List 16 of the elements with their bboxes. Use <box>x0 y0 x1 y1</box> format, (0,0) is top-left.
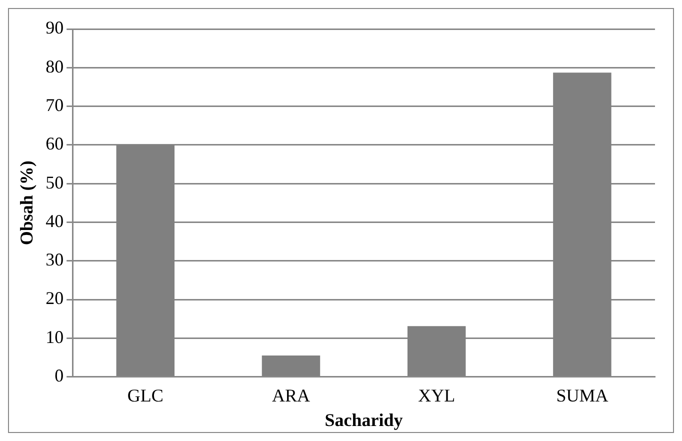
y-tick-label: 50 <box>46 172 64 192</box>
x-axis-title: Sacharidy <box>324 410 403 430</box>
x-tick-label: GLC <box>127 385 164 406</box>
y-tick-label: 70 <box>46 95 64 116</box>
y-tick-label: 0 <box>54 366 64 386</box>
x-tick-label: SUMA <box>556 385 608 406</box>
y-tick-label: 20 <box>46 288 64 308</box>
x-tick-label: ARA <box>272 385 310 406</box>
x-tick-label: XYL <box>418 385 456 406</box>
y-tick-label: 80 <box>46 56 64 76</box>
y-tick-label: 40 <box>46 210 64 231</box>
y-tick-label: 10 <box>46 326 64 347</box>
y-tick-label: 90 <box>46 18 64 38</box>
y-tick-label: 60 <box>46 134 64 154</box>
y-tick-label: 30 <box>46 250 64 270</box>
y-axis-title: Obsah (%) <box>16 160 36 246</box>
